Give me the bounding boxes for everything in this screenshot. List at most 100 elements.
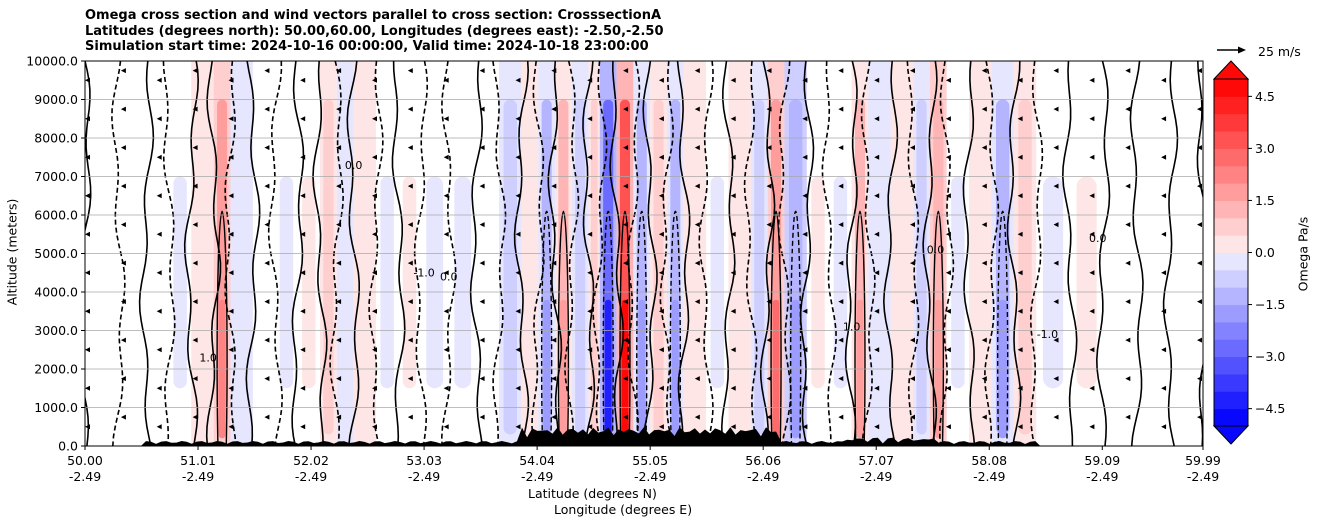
wind-vector — [120, 299, 126, 305]
wind-vector — [336, 183, 342, 189]
contour-label: 0.0 — [927, 244, 945, 257]
wind-vector — [515, 231, 521, 237]
wind-vector — [1125, 414, 1131, 420]
wind-vector — [120, 337, 126, 343]
x-tick-label-lat: 51.01 — [180, 453, 216, 468]
wind-vector — [85, 347, 90, 353]
contour-loop — [619, 210, 631, 446]
x-tick-label-lat: 52.02 — [293, 453, 329, 468]
wind-vector — [1089, 347, 1095, 353]
wind-vector — [802, 231, 808, 237]
wind-vector — [120, 376, 126, 382]
wind-vector — [587, 116, 593, 122]
contour-loop — [540, 210, 553, 446]
wind-vector — [300, 231, 306, 237]
wind-vector — [336, 337, 342, 343]
wind-vector — [1089, 116, 1095, 122]
y-tick-label: 6000.0 — [34, 208, 78, 223]
wind-vector — [228, 77, 234, 83]
wind-vector — [443, 347, 449, 353]
omega-core — [173, 176, 187, 389]
wind-vector — [910, 414, 915, 420]
wind-vector — [623, 299, 629, 305]
contour-loop — [636, 210, 648, 446]
wind-vector — [910, 222, 915, 228]
wind-vector — [479, 106, 485, 112]
wind-vector — [694, 68, 700, 74]
wind-vector — [1053, 183, 1059, 189]
omega-core — [1177, 176, 1197, 389]
wind-vector — [479, 299, 485, 305]
wind-vector — [587, 308, 593, 314]
y-tick-label: 5000.0 — [34, 246, 78, 261]
wind-vector — [300, 385, 306, 391]
wind-vector — [623, 68, 629, 74]
x-tick-label-lat: 59.99 — [1185, 453, 1221, 468]
wind-vector — [730, 424, 736, 430]
wind-vector — [874, 308, 880, 314]
wind-vector — [479, 183, 485, 189]
colorbar-tick-label: 4.5 — [1255, 89, 1275, 104]
x-tick-label-lon: -2.49 — [182, 469, 214, 484]
wind-vector — [766, 68, 772, 74]
y-tick-label: 2000.0 — [34, 362, 78, 377]
wind-vector — [336, 145, 342, 151]
wind-vector — [1017, 347, 1023, 353]
wind-vector — [85, 424, 90, 430]
wind-vector — [874, 116, 880, 122]
wind-vector — [802, 385, 808, 391]
wind-vector — [479, 145, 485, 151]
colorbar-segment — [1214, 131, 1248, 149]
contour-labels: 0.0 -1.0 0.0 1.0 0.0 1.0 0.0 -1.0 — [199, 159, 1106, 364]
wind-vector — [85, 385, 90, 391]
wind-vector — [515, 193, 521, 199]
wind-vector — [407, 106, 413, 112]
wind-vector — [658, 231, 664, 237]
omega-core — [340, 176, 351, 389]
colorbar-tick-label: 0.0 — [1255, 245, 1275, 260]
wind-vector — [981, 222, 987, 228]
wind-vector — [1053, 337, 1059, 343]
wind-vector — [336, 106, 342, 112]
contour-loop — [932, 210, 945, 446]
x-axis: 50.00-2.4951.01-2.4952.02-2.4953.03-2.49… — [67, 446, 1221, 484]
wind-vector — [1197, 106, 1202, 112]
wind-vector — [479, 260, 485, 266]
colorbar-segment — [1214, 235, 1248, 253]
omega-core — [323, 99, 334, 435]
wind-vector — [658, 347, 664, 353]
wind-vector — [1125, 183, 1131, 189]
wind-vector — [838, 260, 844, 266]
wind-vector — [515, 116, 521, 122]
omega-core — [895, 176, 909, 389]
colorbar-tick-label: −3.0 — [1255, 349, 1285, 364]
wind-vector — [85, 193, 90, 199]
wind-vector — [658, 270, 664, 276]
omega-core — [481, 176, 495, 389]
wind-vector — [981, 337, 987, 343]
wind-vector — [1053, 106, 1059, 112]
x-tick-label-lon: -2.49 — [1086, 469, 1118, 484]
x-tick-label-lon: -2.49 — [747, 469, 779, 484]
omega-core — [91, 176, 112, 389]
omega-core — [688, 176, 702, 389]
wind-vector — [945, 347, 951, 353]
x-tick-label-lat: 50.00 — [67, 453, 103, 468]
colorbar-segment — [1214, 79, 1248, 97]
wind-vector — [479, 414, 485, 420]
contour-loop — [789, 210, 802, 446]
wind-vector — [1053, 414, 1059, 420]
wind-vector — [120, 222, 126, 228]
x-tick-label-lon: -2.49 — [973, 469, 1005, 484]
wind-vector — [300, 347, 306, 353]
wind-vector — [515, 270, 521, 276]
wind-vector — [1089, 231, 1095, 237]
wind-vector — [551, 299, 557, 305]
wind-vector — [228, 154, 234, 160]
wind-vector — [551, 376, 557, 382]
wind-vector — [372, 231, 377, 237]
wind-vector — [515, 385, 521, 391]
omega-core — [916, 99, 927, 435]
wind-vector — [443, 116, 449, 122]
